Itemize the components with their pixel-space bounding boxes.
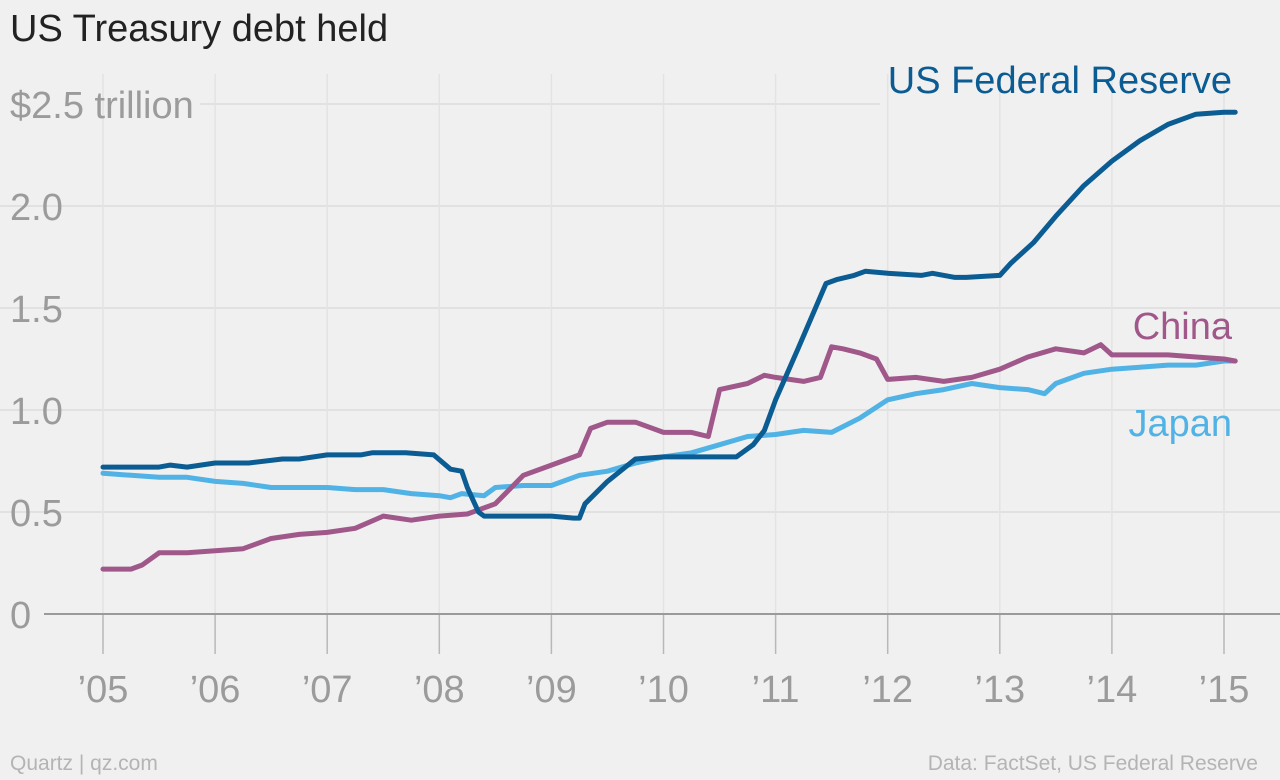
source-credit: Quartz | qz.com [10,752,158,775]
x-tick-label: ’09 [526,669,577,711]
y-tick-label: 1.5 [10,289,63,331]
x-tick-label: ’06 [190,669,241,711]
x-tick-label: ’10 [638,669,689,711]
x-tick-label: ’07 [302,669,353,711]
y-top-label: $2.5 trillion [10,85,194,127]
x-tick-label: ’13 [974,669,1025,711]
x-tick-label: ’05 [78,669,129,711]
y-tick-label: 2.0 [10,187,63,229]
x-tick-label: ’11 [752,669,800,711]
series-label: China [1133,306,1233,348]
data-source: Data: FactSet, US Federal Reserve [927,752,1258,775]
y-tick-label: 0.5 [10,493,63,535]
series-line-japan [100,358,1238,501]
x-tick-label: ’08 [414,669,465,711]
gridlines [0,74,1280,614]
series-lines [100,109,1238,572]
series-label: US Federal Reserve [888,60,1232,102]
x-tick-label: ’15 [1199,669,1250,711]
y-axis: 0 0.5 1.0 1.5 2.0 $2.5 trillion [10,85,194,637]
x-axis: ’05 ’06 ’07 ’08 ’09 ’10 ’11 ’12 ’13 ’14 ’15 [44,613,1280,711]
x-tick-label: ’12 [862,669,913,711]
series-line-us-federal-reserve [100,109,1238,521]
y-tick-label: 0 [10,595,31,637]
chart-title: US Treasury debt held [10,8,389,50]
x-tick-label: ’14 [1087,669,1138,711]
y-tick-label: 1.0 [10,391,63,433]
series-line-china [100,342,1238,572]
series-labels: US Federal Reserve China Japan [888,60,1233,445]
series-label: Japan [1128,403,1232,445]
